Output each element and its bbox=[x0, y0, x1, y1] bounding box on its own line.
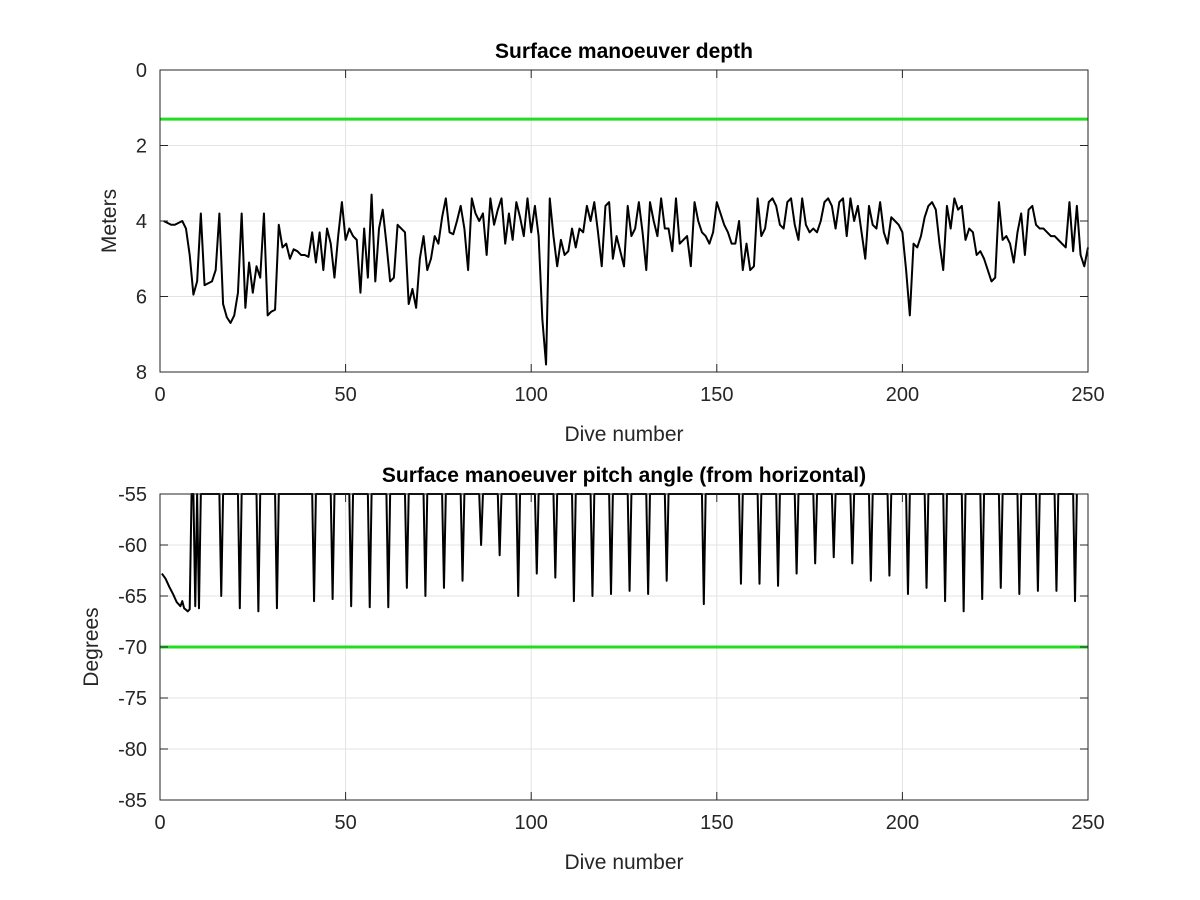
pitch-x-ticks: 0 50 100 150 200 250 bbox=[154, 494, 1105, 834]
depth-x-tick-label: 0 bbox=[154, 384, 165, 406]
depth-x-tick-label: 100 bbox=[515, 384, 548, 406]
pitch-y-tick-label: -85 bbox=[118, 790, 147, 812]
pitch-y-ticks: -55 -60 -65 -70 -75 -80 -85 bbox=[118, 484, 1088, 812]
depth-y-tick-label: 4 bbox=[136, 211, 147, 233]
pitch-y-tick-label: -70 bbox=[118, 637, 147, 659]
depth-x-axis-label: Dive number bbox=[564, 423, 683, 446]
depth-y-axis-label: Meters bbox=[98, 189, 121, 253]
depth-x-tick-label: 250 bbox=[1071, 384, 1104, 406]
pitch-y-tick-label: -65 bbox=[118, 586, 147, 608]
depth-chart: 0 50 100 150 200 250 0 2 4 6 8 Surface manoeuver … bbox=[98, 40, 1105, 446]
pitch-x-tick-label: 200 bbox=[886, 812, 919, 834]
pitch-y-tick-label: -80 bbox=[118, 739, 147, 761]
pitch-x-tick-label: 0 bbox=[154, 812, 165, 834]
pitch-x-tick-label: 50 bbox=[334, 812, 356, 834]
pitch-y-axis-label: Degrees bbox=[80, 607, 103, 686]
pitch-chart: 0 50 100 150 200 250 -55 -60 -65 -70 -75 -80 -85 Su… bbox=[80, 464, 1105, 874]
depth-x-tick-label: 150 bbox=[700, 384, 733, 406]
depth-x-tick-label: 50 bbox=[334, 384, 356, 406]
depth-y-ticks: 0 2 4 6 8 bbox=[136, 60, 1088, 384]
depth-y-tick-label: 0 bbox=[136, 60, 147, 82]
pitch-x-tick-label: 150 bbox=[700, 812, 733, 834]
pitch-y-tick-label: -60 bbox=[118, 535, 147, 557]
pitch-y-tick-label: -55 bbox=[118, 484, 147, 506]
depth-chart-title: Surface manoeuver depth bbox=[495, 40, 753, 63]
depth-x-tick-label: 200 bbox=[886, 384, 919, 406]
pitch-x-tick-label: 250 bbox=[1071, 812, 1104, 834]
pitch-y-tick-label: -75 bbox=[118, 688, 147, 710]
pitch-x-tick-label: 100 bbox=[515, 812, 548, 834]
pitch-chart-title: Surface manoeuver pitch angle (from hori… bbox=[382, 464, 866, 487]
pitch-x-axis-label: Dive number bbox=[564, 851, 683, 874]
depth-y-tick-label: 2 bbox=[136, 136, 147, 158]
depth-y-tick-label: 8 bbox=[136, 362, 147, 384]
depth-y-tick-label: 6 bbox=[136, 287, 147, 309]
depth-x-ticks: 0 50 100 150 200 250 bbox=[154, 70, 1105, 406]
depth-series-line bbox=[163, 193, 1089, 366]
